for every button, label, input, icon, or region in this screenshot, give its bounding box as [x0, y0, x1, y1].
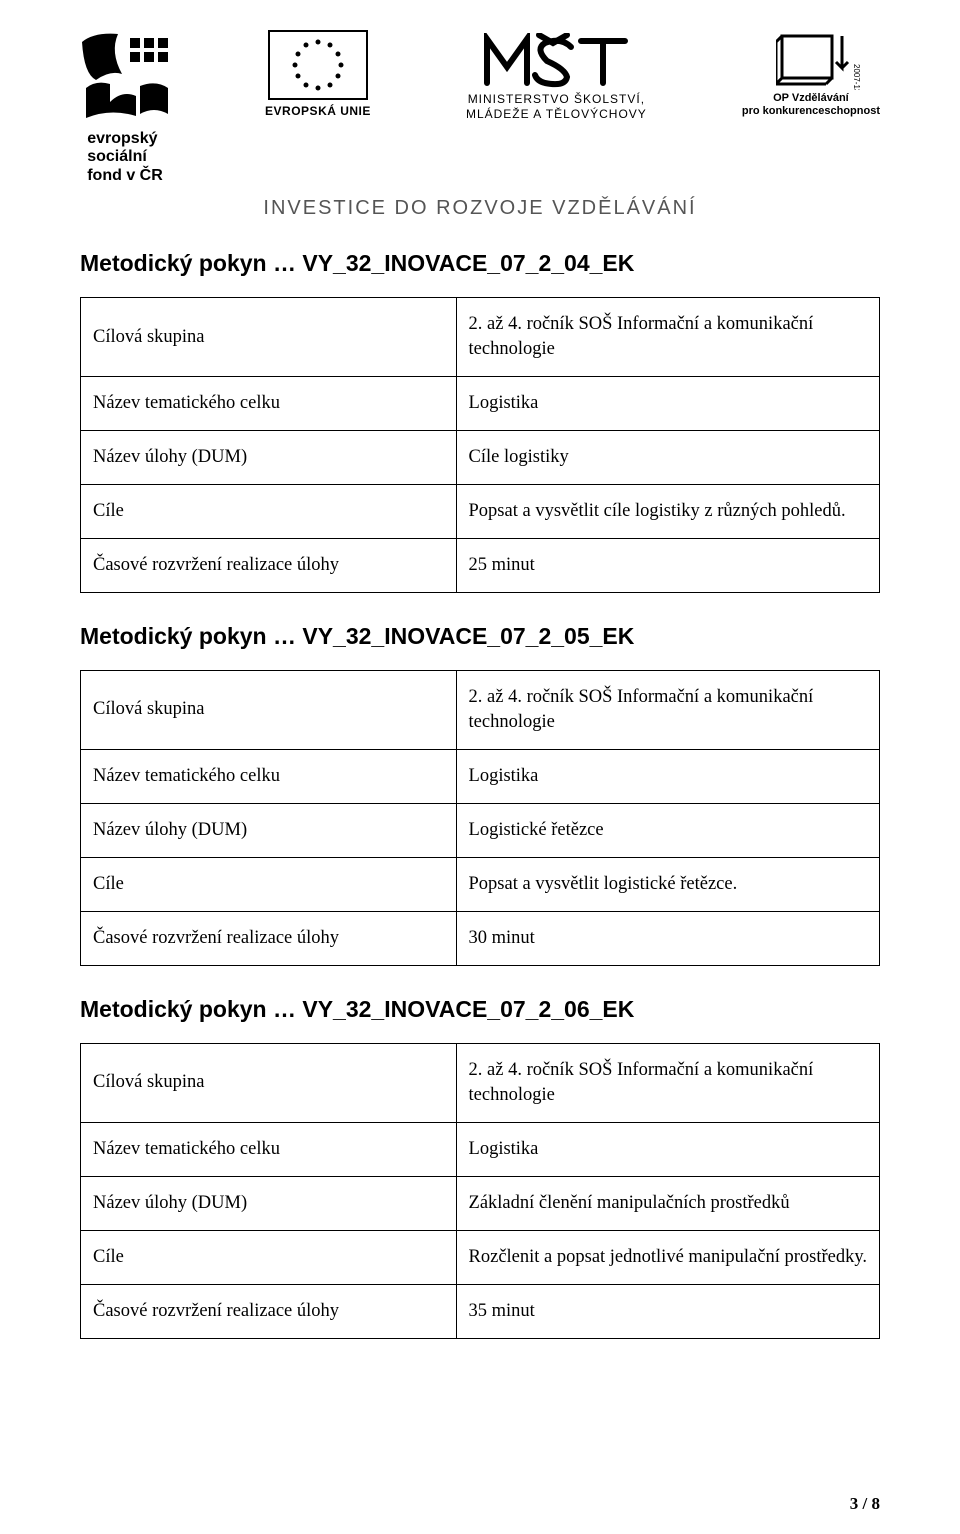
msmt-line1: MINISTERSTVO ŠKOLSTVÍ, — [466, 92, 647, 107]
label-casove: Časové rozvržení realizace úlohy — [81, 539, 457, 593]
op-logo: 2007-13 OP Vzdělávání pro konkurencescho… — [742, 30, 880, 118]
value-nazev-ulohy: Základní členění manipulačních prostředk… — [456, 1176, 879, 1230]
label-cile: Cíle — [81, 1230, 457, 1284]
msmt-line2: MLÁDEŽE A TĚLOVÝCHOVY — [466, 107, 647, 122]
op-text: OP Vzdělávání pro konkurenceschopnost — [742, 92, 880, 118]
value-nazev-celku: Logistika — [456, 749, 879, 803]
op-line2: pro konkurenceschopnost — [742, 105, 880, 118]
esf-icon — [80, 30, 170, 120]
value-nazev-ulohy: Logistické řetězce — [456, 803, 879, 857]
label-nazev-celku: Název tematického celku — [81, 377, 457, 431]
table-row: Název tematického celku Logistika — [81, 1122, 880, 1176]
table-row: Cílová skupina 2. až 4. ročník SOŠ Infor… — [81, 670, 880, 749]
value-cile: Popsat a vysvětlit cíle logistiky z různ… — [456, 485, 879, 539]
label-nazev-celku: Název tematického celku — [81, 749, 457, 803]
table-row: Cílová skupina 2. až 4. ročník SOŠ Infor… — [81, 1043, 880, 1122]
value-casove: 25 minut — [456, 539, 879, 593]
value-cile: Rozčlenit a popsat jednotlivé manipulačn… — [456, 1230, 879, 1284]
value-casove: 30 minut — [456, 911, 879, 965]
value-cilova-skupina: 2. až 4. ročník SOŠ Informační a komunik… — [456, 298, 879, 377]
esf-line1: evropský — [87, 130, 163, 148]
eu-logo: EVROPSKÁ UNIE — [265, 30, 371, 118]
label-cile: Cíle — [81, 857, 457, 911]
label-cilova-skupina: Cílová skupina — [81, 670, 457, 749]
table-row: Časové rozvržení realizace úlohy 35 minu… — [81, 1284, 880, 1338]
msmt-logo: MINISTERSTVO ŠKOLSTVÍ, MLÁDEŽE A TĚLOVÝC… — [466, 30, 647, 122]
op-icon: 2007-13 — [776, 30, 846, 90]
table-row: Název úlohy (DUM) Logistické řetězce — [81, 803, 880, 857]
label-cile: Cíle — [81, 485, 457, 539]
label-nazev-ulohy: Název úlohy (DUM) — [81, 1176, 457, 1230]
table-row: Název tematického celku Logistika — [81, 377, 880, 431]
logo-bar: evropský sociální fond v ČR EVROPSKÁ UNI… — [80, 30, 880, 185]
label-cilova-skupina: Cílová skupina — [81, 298, 457, 377]
value-nazev-ulohy: Cíle logistiky — [456, 431, 879, 485]
page-number: 3 / 8 — [850, 1494, 880, 1514]
value-cile: Popsat a vysvětlit logistické řetězce. — [456, 857, 879, 911]
table-row: Název úlohy (DUM) Základní členění manip… — [81, 1176, 880, 1230]
esf-text: evropský sociální fond v ČR — [87, 130, 163, 185]
label-nazev-celku: Název tematického celku — [81, 1122, 457, 1176]
label-casove: Časové rozvržení realizace úlohy — [81, 911, 457, 965]
svg-text:2007-13: 2007-13 — [852, 64, 861, 90]
label-nazev-ulohy: Název úlohy (DUM) — [81, 431, 457, 485]
investice-heading: INVESTICE DO ROZVOJE VZDĚLÁVÁNÍ — [80, 197, 880, 220]
op-line1: OP Vzdělávání — [742, 92, 880, 105]
section-heading-2: Metodický pokyn … VY_32_INOVACE_07_2_05_… — [80, 623, 880, 650]
msmt-icon — [481, 30, 631, 90]
msmt-text: MINISTERSTVO ŠKOLSTVÍ, MLÁDEŽE A TĚLOVÝC… — [466, 92, 647, 122]
esf-logo: evropský sociální fond v ČR — [80, 30, 170, 185]
table-row: Cíle Rozčlenit a popsat jednotlivé manip… — [81, 1230, 880, 1284]
eu-label: EVROPSKÁ UNIE — [265, 104, 371, 118]
value-cilova-skupina: 2. až 4. ročník SOŠ Informační a komunik… — [456, 670, 879, 749]
value-nazev-celku: Logistika — [456, 1122, 879, 1176]
label-casove: Časové rozvržení realizace úlohy — [81, 1284, 457, 1338]
label-cilova-skupina: Cílová skupina — [81, 1043, 457, 1122]
value-cilova-skupina: 2. až 4. ročník SOŠ Informační a komunik… — [456, 1043, 879, 1122]
metadata-table-1: Cílová skupina 2. až 4. ročník SOŠ Infor… — [80, 297, 880, 593]
table-row: Časové rozvržení realizace úlohy 25 minu… — [81, 539, 880, 593]
table-row: Cíle Popsat a vysvětlit cíle logistiky z… — [81, 485, 880, 539]
value-casove: 35 minut — [456, 1284, 879, 1338]
label-nazev-ulohy: Název úlohy (DUM) — [81, 803, 457, 857]
eu-flag-icon — [268, 30, 368, 100]
metadata-table-2: Cílová skupina 2. až 4. ročník SOŠ Infor… — [80, 670, 880, 966]
table-row: Cíle Popsat a vysvětlit logistické řetěz… — [81, 857, 880, 911]
esf-line2: sociální — [87, 148, 163, 166]
esf-line3: fond v ČR — [87, 167, 163, 185]
table-row: Časové rozvržení realizace úlohy 30 minu… — [81, 911, 880, 965]
section-heading-3: Metodický pokyn … VY_32_INOVACE_07_2_06_… — [80, 996, 880, 1023]
metadata-table-3: Cílová skupina 2. až 4. ročník SOŠ Infor… — [80, 1043, 880, 1339]
table-row: Cílová skupina 2. až 4. ročník SOŠ Infor… — [81, 298, 880, 377]
section-heading-1: Metodický pokyn … VY_32_INOVACE_07_2_04_… — [80, 250, 880, 277]
table-row: Název úlohy (DUM) Cíle logistiky — [81, 431, 880, 485]
table-row: Název tematického celku Logistika — [81, 749, 880, 803]
value-nazev-celku: Logistika — [456, 377, 879, 431]
